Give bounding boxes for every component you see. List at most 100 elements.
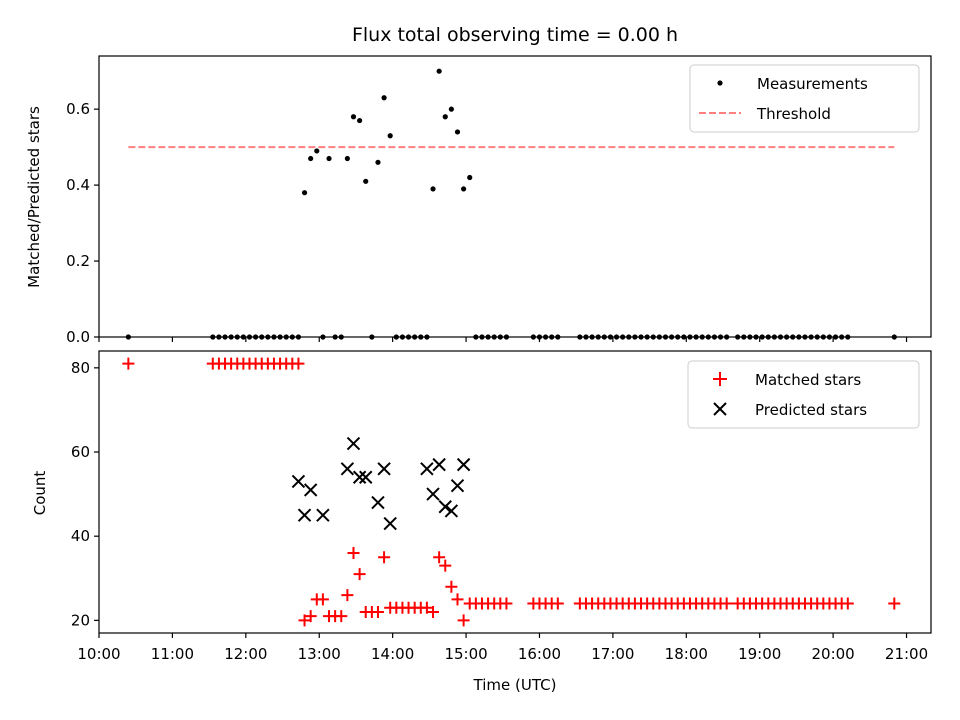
measurement-point xyxy=(295,334,302,340)
measurement-point xyxy=(741,334,747,340)
legend-predicted-marker xyxy=(713,402,727,416)
measurement-point xyxy=(338,334,344,340)
measurement-point xyxy=(473,334,479,340)
measurement-point xyxy=(442,114,448,120)
predicted-stars-point xyxy=(432,457,446,472)
legend-threshold-label: Threshold xyxy=(756,105,831,123)
measurement-point xyxy=(620,334,626,340)
bottom-legend-box xyxy=(687,360,920,429)
measurement-point xyxy=(530,334,536,340)
predicted-stars-point xyxy=(377,462,391,476)
measurement-point xyxy=(681,334,687,340)
measurement-point xyxy=(277,334,283,340)
measurement-point xyxy=(549,334,555,340)
measurement-point xyxy=(601,334,607,340)
measurement-point xyxy=(759,334,765,340)
measurement-point xyxy=(839,334,845,340)
measurement-point xyxy=(350,114,357,120)
bottom-x-tick-label: 17:00 xyxy=(591,645,634,663)
measurement-point xyxy=(412,334,418,340)
top-y-ticks: 0.0 0.2 0.4 0.6 xyxy=(66,100,99,346)
bottom-y-axis-label: Count xyxy=(31,471,49,516)
measurement-point xyxy=(308,155,314,162)
measurement-point xyxy=(669,334,675,340)
measurement-point xyxy=(796,334,802,340)
measurement-point xyxy=(536,334,543,340)
measurement-point xyxy=(650,334,656,340)
measurement-point xyxy=(662,334,669,340)
legend-matched-label: Matched stars xyxy=(755,371,861,389)
predicted-stars-point xyxy=(352,470,367,484)
matched-stars-point xyxy=(427,605,440,618)
measurement-point xyxy=(777,334,784,340)
measurement-point xyxy=(607,334,614,340)
measurement-point xyxy=(405,334,412,340)
measurement-point xyxy=(735,334,741,340)
top-y-tick-label: 0.0 xyxy=(66,328,90,346)
measurement-point xyxy=(845,334,851,340)
measurement-point xyxy=(228,334,234,340)
measurement-point xyxy=(424,334,430,340)
top-panel: 0.0 0.2 0.4 0.6 Matched/Predicted stars Mea… xyxy=(25,55,932,346)
matched-stars-point xyxy=(378,551,391,564)
measurement-point xyxy=(479,334,485,340)
measurement-point xyxy=(820,334,826,340)
measurement-point xyxy=(271,334,277,340)
measurement-point xyxy=(240,334,246,340)
measurement-point xyxy=(503,334,510,340)
bottom-y-tick-label: 60 xyxy=(71,443,90,461)
matched-stars-point xyxy=(371,605,384,618)
measurement-point xyxy=(399,334,406,340)
measurement-point xyxy=(430,186,436,192)
measurement-point xyxy=(724,334,730,340)
predicted-stars-point xyxy=(438,500,452,514)
matched-stars-point xyxy=(500,597,513,610)
measurement-point xyxy=(583,334,589,340)
predicted-stars-point xyxy=(420,462,434,476)
measurement-point xyxy=(626,334,632,340)
measurement-point xyxy=(632,334,638,340)
predicted-stars-point xyxy=(371,495,385,510)
bottom-x-tick-label: 19:00 xyxy=(738,645,781,663)
matched-stars-point xyxy=(439,559,452,572)
matched-stars-point xyxy=(304,610,317,623)
bottom-x-tick-label: 21:00 xyxy=(885,645,928,663)
bottom-x-tick-label: 12:00 xyxy=(224,645,267,663)
measurement-point xyxy=(375,159,381,165)
measurement-point xyxy=(461,186,467,192)
measurement-point xyxy=(711,334,718,340)
measurement-point xyxy=(753,334,759,340)
bottom-y-ticks: 20 40 60 80 xyxy=(71,359,99,629)
matched-stars-point xyxy=(347,547,360,560)
measurement-point xyxy=(589,334,595,340)
measurement-point xyxy=(216,334,222,340)
measurement-point xyxy=(638,334,644,340)
measurement-point xyxy=(705,334,711,340)
top-axes-frame xyxy=(98,55,932,338)
matched-stars-point xyxy=(335,610,348,623)
top-y-tick-label: 0.6 xyxy=(66,100,90,118)
predicted-stars-point xyxy=(426,487,440,501)
matched-stars-point xyxy=(353,568,366,581)
measurement-point xyxy=(577,334,583,340)
bottom-legend: Matched stars Predicted stars xyxy=(687,360,920,429)
measurement-point xyxy=(320,334,326,340)
measurement-point xyxy=(832,334,839,340)
measurement-point xyxy=(802,334,808,340)
matched-stars-point xyxy=(316,593,329,606)
measurement-point xyxy=(265,334,271,340)
bottom-x-ticks: 10:00 11:00 12:00 13:00 14:00 15:00 16:00 17:00… xyxy=(77,633,928,663)
measurement-point xyxy=(891,334,897,340)
measurement-point xyxy=(387,133,393,139)
legend-predicted-label: Predicted stars xyxy=(755,401,867,419)
top-y-tick-label: 0.4 xyxy=(66,176,90,194)
chart-title: Flux total observing time = 0.00 h xyxy=(352,24,678,46)
measurement-point xyxy=(454,129,461,135)
measurement-point xyxy=(393,334,399,340)
bottom-x-tick-label: 13:00 xyxy=(298,645,341,663)
top-legend: Measurements Threshold xyxy=(689,64,920,133)
matched-stars-point xyxy=(841,597,854,610)
top-y-axis-label: Matched/Predicted stars xyxy=(25,106,43,288)
predicted-stars-point xyxy=(456,457,471,472)
